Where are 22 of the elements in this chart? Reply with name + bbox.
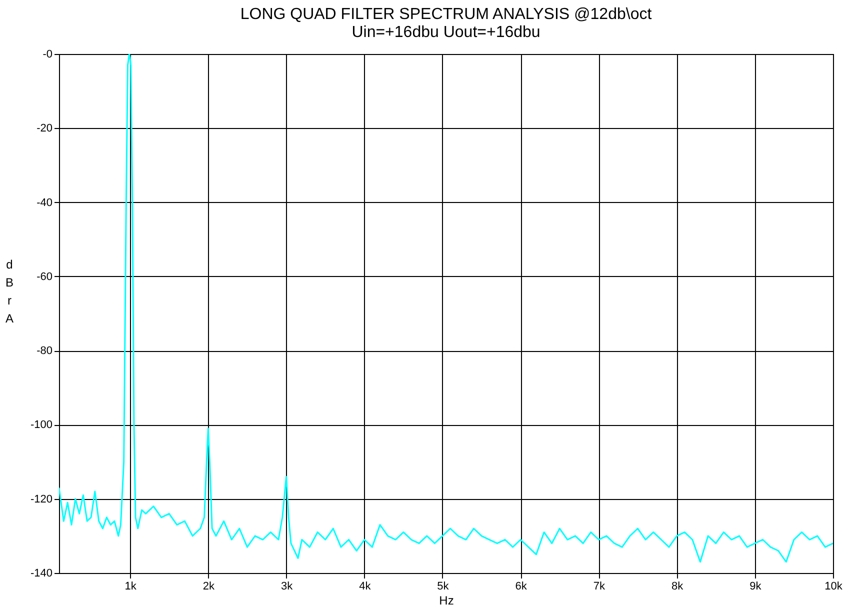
x-tick-label: 7k <box>593 580 606 592</box>
y-tick-label: -0 <box>42 48 52 60</box>
x-tick-label: 5k <box>437 580 450 592</box>
y-tick-label: -80 <box>36 345 52 358</box>
x-tick-label: 3k <box>280 580 294 592</box>
y-tick-label: -20 <box>36 122 52 135</box>
y-tick-label: -100 <box>30 419 52 432</box>
x-tick-label: 6k <box>515 580 528 592</box>
x-tick-label: 4k <box>359 580 372 592</box>
x-axis-title: Hz <box>439 594 454 608</box>
x-tick-label: 8k <box>671 580 684 592</box>
x-tick-label: 10k <box>824 580 843 592</box>
x-tick-label: 9k <box>750 580 762 592</box>
chart-subtitle: Uin=+16dbu Uout=+16dbu <box>352 24 540 41</box>
y-tick-label: -60 <box>36 270 52 283</box>
y-axis-title: dBr A <box>5 258 14 326</box>
y-tick-label: -140 <box>30 568 52 580</box>
x-tick-label: 2k <box>202 580 215 592</box>
y-tick-label: -120 <box>30 493 52 506</box>
chart-title: LONG QUAD FILTER SPECTRUM ANALYSIS @12db\oct <box>240 6 652 23</box>
y-tick-label: -40 <box>36 196 52 209</box>
x-tick-label: 1k <box>124 580 137 592</box>
